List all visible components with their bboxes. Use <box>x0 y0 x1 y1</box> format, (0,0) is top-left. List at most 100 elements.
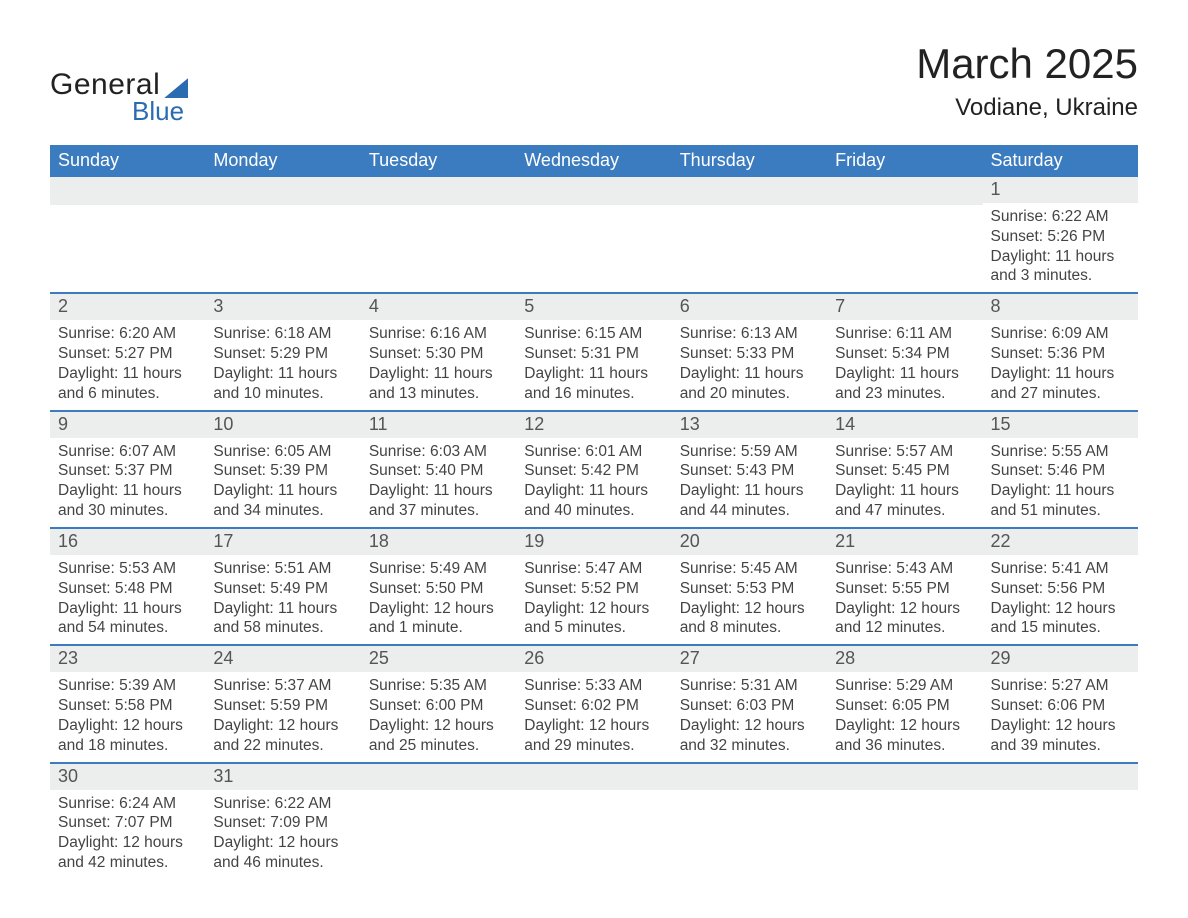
weekday-friday: Friday <box>827 145 982 177</box>
day-number: 21 <box>827 527 982 555</box>
day-number: 25 <box>361 644 516 672</box>
day-details: Sunrise: 5:29 AMSunset: 6:05 PMDaylight:… <box>827 672 982 761</box>
daylight-line: Daylight: 12 hours and 39 minutes. <box>991 716 1130 756</box>
day-cell: 22Sunrise: 5:41 AMSunset: 5:56 PMDayligh… <box>983 527 1138 644</box>
day-cell: 31Sunrise: 6:22 AMSunset: 7:09 PMDayligh… <box>205 762 360 879</box>
day-details: Sunrise: 6:01 AMSunset: 5:42 PMDaylight:… <box>516 438 671 527</box>
sunset-line: Sunset: 5:55 PM <box>835 579 974 599</box>
day-details: Sunrise: 6:16 AMSunset: 5:30 PMDaylight:… <box>361 320 516 409</box>
sunset-line: Sunset: 5:48 PM <box>58 579 197 599</box>
day-details: Sunrise: 5:53 AMSunset: 5:48 PMDaylight:… <box>50 555 205 644</box>
daylight-line: Daylight: 12 hours and 42 minutes. <box>58 833 197 873</box>
empty-daynum-bar <box>516 177 671 205</box>
sunrise-line: Sunrise: 5:59 AM <box>680 442 819 462</box>
day-number: 6 <box>672 292 827 320</box>
empty-daynum-bar <box>827 762 982 790</box>
sunrise-line: Sunrise: 6:05 AM <box>213 442 352 462</box>
sunset-line: Sunset: 5:36 PM <box>991 344 1130 364</box>
sunrise-line: Sunrise: 6:18 AM <box>213 324 352 344</box>
day-cell: 9Sunrise: 6:07 AMSunset: 5:37 PMDaylight… <box>50 410 205 527</box>
day-details: Sunrise: 5:45 AMSunset: 5:53 PMDaylight:… <box>672 555 827 644</box>
sunset-line: Sunset: 7:09 PM <box>213 813 352 833</box>
sunset-line: Sunset: 5:39 PM <box>213 461 352 481</box>
day-number: 29 <box>983 644 1138 672</box>
logo-word-blue: Blue <box>132 96 184 127</box>
sunset-line: Sunset: 5:29 PM <box>213 344 352 364</box>
day-cell: 19Sunrise: 5:47 AMSunset: 5:52 PMDayligh… <box>516 527 671 644</box>
day-cell: 2Sunrise: 6:20 AMSunset: 5:27 PMDaylight… <box>50 292 205 409</box>
day-cell: 15Sunrise: 5:55 AMSunset: 5:46 PMDayligh… <box>983 410 1138 527</box>
day-number: 23 <box>50 644 205 672</box>
weekday-header-row: SundayMondayTuesdayWednesdayThursdayFrid… <box>50 145 1138 177</box>
sunrise-line: Sunrise: 5:53 AM <box>58 559 197 579</box>
day-details: Sunrise: 5:57 AMSunset: 5:45 PMDaylight:… <box>827 438 982 527</box>
header: General Blue March 2025 Vodiane, Ukraine <box>50 40 1138 127</box>
week-row: 23Sunrise: 5:39 AMSunset: 5:58 PMDayligh… <box>50 644 1138 761</box>
sunrise-line: Sunrise: 5:47 AM <box>524 559 663 579</box>
day-cell: 24Sunrise: 5:37 AMSunset: 5:59 PMDayligh… <box>205 644 360 761</box>
daylight-line: Daylight: 11 hours and 30 minutes. <box>58 481 197 521</box>
day-details: Sunrise: 6:22 AMSunset: 7:09 PMDaylight:… <box>205 790 360 879</box>
sunrise-line: Sunrise: 5:43 AM <box>835 559 974 579</box>
sunrise-line: Sunrise: 6:13 AM <box>680 324 819 344</box>
day-cell: 4Sunrise: 6:16 AMSunset: 5:30 PMDaylight… <box>361 292 516 409</box>
day-number: 31 <box>205 762 360 790</box>
day-cell: 8Sunrise: 6:09 AMSunset: 5:36 PMDaylight… <box>983 292 1138 409</box>
day-number: 11 <box>361 410 516 438</box>
sunset-line: Sunset: 5:53 PM <box>680 579 819 599</box>
sunset-line: Sunset: 6:00 PM <box>369 696 508 716</box>
sunrise-line: Sunrise: 6:15 AM <box>524 324 663 344</box>
weekday-monday: Monday <box>205 145 360 177</box>
sunrise-line: Sunrise: 5:29 AM <box>835 676 974 696</box>
day-number: 20 <box>672 527 827 555</box>
month-title: March 2025 <box>916 40 1138 88</box>
daylight-line: Daylight: 11 hours and 40 minutes. <box>524 481 663 521</box>
sunset-line: Sunset: 5:45 PM <box>835 461 974 481</box>
empty-daynum-bar <box>516 762 671 790</box>
sunset-line: Sunset: 5:56 PM <box>991 579 1130 599</box>
sunrise-line: Sunrise: 6:20 AM <box>58 324 197 344</box>
daylight-line: Daylight: 12 hours and 1 minute. <box>369 599 508 639</box>
sunrise-line: Sunrise: 5:51 AM <box>213 559 352 579</box>
sunset-line: Sunset: 5:49 PM <box>213 579 352 599</box>
day-details: Sunrise: 6:05 AMSunset: 5:39 PMDaylight:… <box>205 438 360 527</box>
day-cell: 7Sunrise: 6:11 AMSunset: 5:34 PMDaylight… <box>827 292 982 409</box>
day-cell: 16Sunrise: 5:53 AMSunset: 5:48 PMDayligh… <box>50 527 205 644</box>
day-cell: 11Sunrise: 6:03 AMSunset: 5:40 PMDayligh… <box>361 410 516 527</box>
sunrise-line: Sunrise: 5:39 AM <box>58 676 197 696</box>
daylight-line: Daylight: 11 hours and 44 minutes. <box>680 481 819 521</box>
day-number: 14 <box>827 410 982 438</box>
sunset-line: Sunset: 5:26 PM <box>991 227 1130 247</box>
day-details: Sunrise: 6:13 AMSunset: 5:33 PMDaylight:… <box>672 320 827 409</box>
daylight-line: Daylight: 12 hours and 25 minutes. <box>369 716 508 756</box>
sunrise-line: Sunrise: 5:49 AM <box>369 559 508 579</box>
day-number: 4 <box>361 292 516 320</box>
sunset-line: Sunset: 5:52 PM <box>524 579 663 599</box>
day-details: Sunrise: 6:15 AMSunset: 5:31 PMDaylight:… <box>516 320 671 409</box>
sunset-line: Sunset: 5:31 PM <box>524 344 663 364</box>
day-details: Sunrise: 6:24 AMSunset: 7:07 PMDaylight:… <box>50 790 205 879</box>
empty-daynum-bar <box>672 177 827 205</box>
daylight-line: Daylight: 11 hours and 6 minutes. <box>58 364 197 404</box>
logo: General Blue <box>50 40 188 127</box>
empty-cell <box>205 177 360 292</box>
day-number: 28 <box>827 644 982 672</box>
title-block: March 2025 Vodiane, Ukraine <box>916 40 1138 122</box>
empty-daynum-bar <box>827 177 982 205</box>
day-number: 24 <box>205 644 360 672</box>
day-number: 17 <box>205 527 360 555</box>
day-details: Sunrise: 5:27 AMSunset: 6:06 PMDaylight:… <box>983 672 1138 761</box>
day-details: Sunrise: 5:39 AMSunset: 5:58 PMDaylight:… <box>50 672 205 761</box>
day-details: Sunrise: 5:43 AMSunset: 5:55 PMDaylight:… <box>827 555 982 644</box>
day-number: 12 <box>516 410 671 438</box>
week-row: 16Sunrise: 5:53 AMSunset: 5:48 PMDayligh… <box>50 527 1138 644</box>
empty-cell <box>516 762 671 879</box>
day-number: 10 <box>205 410 360 438</box>
sunrise-line: Sunrise: 5:55 AM <box>991 442 1130 462</box>
daylight-line: Daylight: 11 hours and 20 minutes. <box>680 364 819 404</box>
daylight-line: Daylight: 11 hours and 16 minutes. <box>524 364 663 404</box>
sunrise-line: Sunrise: 5:31 AM <box>680 676 819 696</box>
day-cell: 1Sunrise: 6:22 AMSunset: 5:26 PMDaylight… <box>983 177 1138 292</box>
sunrise-line: Sunrise: 6:03 AM <box>369 442 508 462</box>
day-details: Sunrise: 5:55 AMSunset: 5:46 PMDaylight:… <box>983 438 1138 527</box>
